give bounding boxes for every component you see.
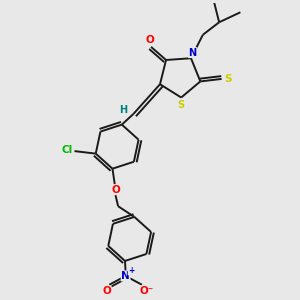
Text: O⁻: O⁻ <box>140 286 154 296</box>
Text: O: O <box>103 286 111 296</box>
Text: Cl: Cl <box>62 145 73 155</box>
Text: O: O <box>145 35 154 45</box>
Text: H: H <box>119 105 128 115</box>
Text: S: S <box>178 100 185 110</box>
Text: N: N <box>121 271 130 281</box>
Text: N: N <box>188 48 196 58</box>
Text: O: O <box>111 184 120 195</box>
Text: +: + <box>128 266 134 275</box>
Text: S: S <box>224 74 232 84</box>
